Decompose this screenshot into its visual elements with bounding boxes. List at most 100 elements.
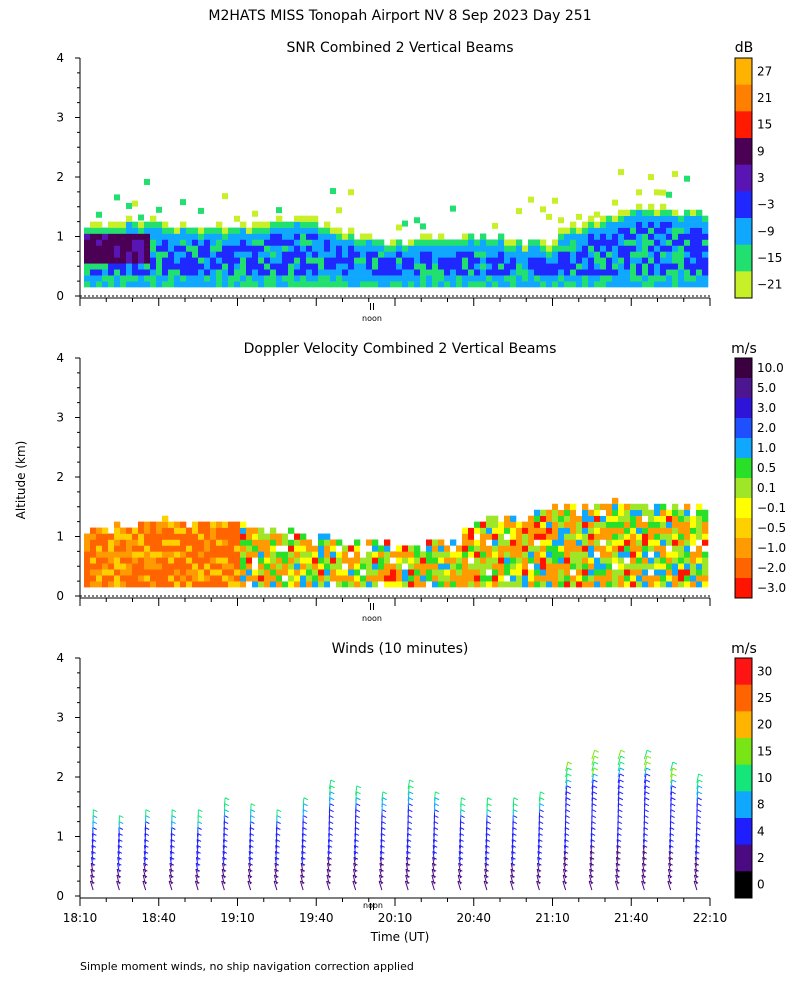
snr-cell <box>696 245 703 252</box>
snr-cell <box>672 263 679 270</box>
velocity-cell <box>216 581 223 588</box>
velocity-cell <box>432 557 439 564</box>
snr-cell <box>492 257 499 264</box>
velocity-cell <box>90 545 97 552</box>
snr-cell <box>702 251 709 258</box>
snr-cell <box>450 251 457 258</box>
velocity-cell <box>330 545 337 552</box>
velocity-cell <box>84 569 91 576</box>
snr-cell <box>570 245 577 252</box>
snr-cell <box>126 239 133 246</box>
velocity-cell <box>96 539 103 546</box>
snr-cell <box>162 239 169 246</box>
velocity-cell <box>594 551 601 558</box>
velocity-cell <box>474 527 481 534</box>
velocity-cell <box>624 527 631 534</box>
velocity-cell <box>552 515 559 522</box>
wind-barb <box>617 779 621 789</box>
velocity-cell <box>432 539 439 546</box>
wind-barb-flag <box>145 815 150 819</box>
velocity-cell <box>516 581 523 588</box>
snr-cell <box>594 211 600 218</box>
snr-cell <box>408 281 415 288</box>
wind-barb-flag <box>408 797 414 801</box>
velocity-cell <box>492 545 499 552</box>
velocity-cell <box>462 569 469 576</box>
wind-barb <box>144 839 147 849</box>
snr-cell <box>624 245 631 252</box>
velocity-cell <box>534 551 541 558</box>
velocity-cell <box>408 551 415 558</box>
velocity-cell <box>690 551 697 558</box>
wind-barb-flag <box>434 809 439 813</box>
snr-cell <box>324 269 331 276</box>
wind-barb <box>117 845 120 855</box>
velocity-cell <box>264 545 271 552</box>
colorbar-swatch <box>735 478 752 499</box>
snr-cell <box>276 239 283 246</box>
colorbar-swatch <box>735 738 752 766</box>
velocity-cell <box>270 533 277 540</box>
velocity-cell <box>588 551 595 558</box>
velocity-cell <box>618 575 625 582</box>
snr-cell <box>300 233 307 240</box>
snr-cell <box>696 263 703 270</box>
velocity-cell <box>594 563 601 570</box>
snr-cell <box>348 251 355 258</box>
velocity-cell <box>672 581 679 588</box>
snr-cell <box>324 239 331 246</box>
snr-cell <box>270 239 277 246</box>
snr-cell <box>150 245 157 252</box>
wind-barb-flag <box>303 803 308 807</box>
velocity-cell <box>240 557 247 564</box>
wind-barb <box>484 857 488 867</box>
snr-cell <box>342 251 349 258</box>
velocity-cell <box>264 569 271 576</box>
velocity-cell <box>330 575 337 582</box>
velocity-cell <box>114 551 121 558</box>
snr-cell <box>456 263 463 270</box>
wind-barb <box>590 833 593 843</box>
snr-cell <box>498 257 505 264</box>
snr-cell <box>294 275 301 282</box>
velocity-cell <box>690 557 697 564</box>
snr-cell <box>258 227 265 234</box>
wind-barb <box>589 857 593 867</box>
velocity-cell <box>612 551 619 558</box>
snr-cell <box>342 257 349 264</box>
snr-cell <box>156 275 163 282</box>
snr-cell <box>630 263 637 270</box>
velocity-cell <box>162 563 169 570</box>
snr-cell <box>228 281 235 288</box>
velocity-cell <box>192 563 199 570</box>
wind-barb-flag <box>408 809 413 813</box>
snr-cell <box>300 227 307 234</box>
velocity-cell <box>120 563 127 570</box>
snr-cell <box>324 227 331 234</box>
snr-cell <box>180 199 186 206</box>
wind-barb <box>562 874 567 885</box>
velocity-cell <box>546 545 553 552</box>
snr-cell <box>654 269 661 276</box>
snr-cell <box>204 233 211 240</box>
snr-cell <box>276 269 283 276</box>
snr-cell <box>174 269 181 276</box>
velocity-cell <box>516 521 523 528</box>
wind-barb <box>328 785 332 795</box>
snr-cell <box>534 245 541 252</box>
velocity-cell <box>156 539 163 546</box>
velocity-cell <box>480 557 487 564</box>
snr-cell <box>246 227 253 234</box>
velocity-cell <box>642 569 649 576</box>
snr-cell <box>510 251 517 258</box>
snr-cell <box>516 251 523 258</box>
velocity-cell <box>402 557 409 564</box>
velocity-cell <box>180 521 187 528</box>
wind-barb-flag <box>671 785 677 789</box>
velocity-cell <box>180 581 187 588</box>
velocity-cell <box>624 503 631 511</box>
snr-cell <box>360 263 367 270</box>
velocity-cell <box>222 539 229 546</box>
velocity-cell <box>690 533 697 540</box>
